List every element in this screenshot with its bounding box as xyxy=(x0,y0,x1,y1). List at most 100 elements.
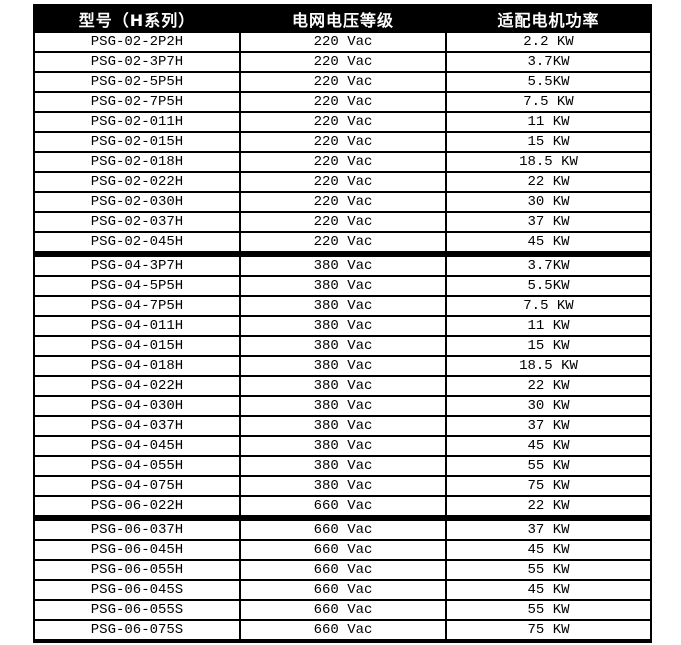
cell-voltage: 380 Vac xyxy=(239,275,447,297)
cell-voltage: 380 Vac xyxy=(239,475,447,497)
table-row: PSG-04-5P5H 380 Vac 5.5KW xyxy=(33,275,652,297)
cell-voltage: 380 Vac xyxy=(239,395,447,417)
cell-power: 11 KW xyxy=(445,111,652,133)
cell-voltage: 380 Vac xyxy=(239,253,447,277)
cell-model: PSG-04-022H xyxy=(33,375,241,397)
cell-power: 18.5 KW xyxy=(445,151,652,173)
cell-power: 15 KW xyxy=(445,335,652,357)
table-row: PSG-02-7P5H 220 Vac 7.5 KW xyxy=(33,91,652,113)
cell-model: PSG-02-037H xyxy=(33,211,241,233)
table-row: PSG-04-055H 380 Vac 55 KW xyxy=(33,455,652,477)
cell-model: PSG-06-045H xyxy=(33,539,241,561)
table-row: PSG-02-3P7H 220 Vac 3.7KW xyxy=(33,51,652,73)
cell-voltage: 660 Vac xyxy=(239,599,447,621)
cell-voltage: 380 Vac xyxy=(239,335,447,357)
cell-model: PSG-04-030H xyxy=(33,395,241,417)
cell-voltage: 380 Vac xyxy=(239,375,447,397)
cell-voltage: 660 Vac xyxy=(239,539,447,561)
cell-voltage: 380 Vac xyxy=(239,455,447,477)
table-row: PSG-02-045H 220 Vac 45 KW xyxy=(33,231,652,257)
cell-model: PSG-04-075H xyxy=(33,475,241,497)
table-row: PSG-02-011H 220 Vac 11 KW xyxy=(33,111,652,133)
cell-power: 15 KW xyxy=(445,131,652,153)
table-body: PSG-02-2P2H 220 Vac 2.2 KW PSG-02-3P7H 220 V… xyxy=(33,31,652,643)
cell-power: 55 KW xyxy=(445,599,652,621)
cell-model: PSG-04-037H xyxy=(33,415,241,437)
cell-model: PSG-02-015H xyxy=(33,131,241,153)
cell-model: PSG-04-3P7H xyxy=(33,253,241,277)
cell-power: 3.7KW xyxy=(445,253,652,277)
column-header-power: 适配电机功率 xyxy=(445,4,652,33)
cell-model: PSG-02-7P5H xyxy=(33,91,241,113)
cell-model: PSG-02-018H xyxy=(33,151,241,173)
spec-table: 型号（H系列） 电网电压等级 适配电机功率 PSG-02-2P2H 220 Vac… xyxy=(33,4,652,643)
cell-model: PSG-02-2P2H xyxy=(33,31,241,53)
header-row: 型号（H系列） 电网电压等级 适配电机功率 xyxy=(33,4,652,33)
table-row: PSG-02-2P2H 220 Vac 2.2 KW xyxy=(33,31,652,53)
cell-voltage: 220 Vac xyxy=(239,111,447,133)
table-row: PSG-04-022H 380 Vac 22 KW xyxy=(33,375,652,397)
cell-model: PSG-04-011H xyxy=(33,315,241,337)
cell-voltage: 220 Vac xyxy=(239,151,447,173)
table-row: PSG-06-045S 660 Vac 45 KW xyxy=(33,579,652,601)
cell-voltage: 220 Vac xyxy=(239,51,447,73)
cell-model: PSG-04-7P5H xyxy=(33,295,241,317)
cell-power: 45 KW xyxy=(445,579,652,601)
cell-power: 30 KW xyxy=(445,191,652,213)
cell-power: 5.5KW xyxy=(445,71,652,93)
cell-power: 22 KW xyxy=(445,495,652,521)
table-row: PSG-02-018H 220 Vac 18.5 KW xyxy=(33,151,652,173)
cell-voltage: 380 Vac xyxy=(239,315,447,337)
cell-voltage: 220 Vac xyxy=(239,231,447,257)
cell-power: 55 KW xyxy=(445,455,652,477)
cell-power: 7.5 KW xyxy=(445,295,652,317)
cell-model: PSG-02-022H xyxy=(33,171,241,193)
cell-power: 37 KW xyxy=(445,415,652,437)
cell-model: PSG-06-037H xyxy=(33,517,241,541)
cell-power: 45 KW xyxy=(445,435,652,457)
table-row: PSG-04-011H 380 Vac 11 KW xyxy=(33,315,652,337)
cell-power: 7.5 KW xyxy=(445,91,652,113)
cell-power: 75 KW xyxy=(445,619,652,643)
cell-model: PSG-06-045S xyxy=(33,579,241,601)
cell-power: 30 KW xyxy=(445,395,652,417)
cell-power: 2.2 KW xyxy=(445,31,652,53)
table-row: PSG-04-037H 380 Vac 37 KW xyxy=(33,415,652,437)
cell-voltage: 380 Vac xyxy=(239,435,447,457)
cell-model: PSG-02-3P7H xyxy=(33,51,241,73)
table-row: PSG-04-045H 380 Vac 45 KW xyxy=(33,435,652,457)
cell-power: 75 KW xyxy=(445,475,652,497)
table-row: PSG-04-018H 380 Vac 18.5 KW xyxy=(33,355,652,377)
table-row: PSG-02-015H 220 Vac 15 KW xyxy=(33,131,652,153)
cell-power: 3.7KW xyxy=(445,51,652,73)
cell-power: 5.5KW xyxy=(445,275,652,297)
cell-voltage: 220 Vac xyxy=(239,71,447,93)
table-header: 型号（H系列） 电网电压等级 适配电机功率 xyxy=(33,4,652,33)
cell-power: 37 KW xyxy=(445,517,652,541)
table-row: PSG-06-037H 660 Vac 37 KW xyxy=(33,517,652,541)
cell-voltage: 220 Vac xyxy=(239,211,447,233)
table-row: PSG-06-075S 660 Vac 75 KW xyxy=(33,619,652,643)
table-row: PSG-04-075H 380 Vac 75 KW xyxy=(33,475,652,497)
cell-model: PSG-02-030H xyxy=(33,191,241,213)
table-row: PSG-06-055H 660 Vac 55 KW xyxy=(33,559,652,581)
cell-model: PSG-06-055S xyxy=(33,599,241,621)
cell-power: 18.5 KW xyxy=(445,355,652,377)
cell-voltage: 660 Vac xyxy=(239,579,447,601)
cell-model: PSG-04-5P5H xyxy=(33,275,241,297)
table-row: PSG-06-022H 660 Vac 22 KW xyxy=(33,495,652,521)
table-row: PSG-04-015H 380 Vac 15 KW xyxy=(33,335,652,357)
cell-voltage: 380 Vac xyxy=(239,355,447,377)
table-row: PSG-04-030H 380 Vac 30 KW xyxy=(33,395,652,417)
cell-voltage: 380 Vac xyxy=(239,415,447,437)
table-row: PSG-02-030H 220 Vac 30 KW xyxy=(33,191,652,213)
table-row: PSG-06-055S 660 Vac 55 KW xyxy=(33,599,652,621)
cell-voltage: 220 Vac xyxy=(239,91,447,113)
cell-model: PSG-04-015H xyxy=(33,335,241,357)
cell-model: PSG-04-018H xyxy=(33,355,241,377)
cell-model: PSG-04-045H xyxy=(33,435,241,457)
cell-voltage: 660 Vac xyxy=(239,495,447,521)
cell-voltage: 220 Vac xyxy=(239,191,447,213)
table-row: PSG-04-7P5H 380 Vac 7.5 KW xyxy=(33,295,652,317)
cell-power: 45 KW xyxy=(445,539,652,561)
